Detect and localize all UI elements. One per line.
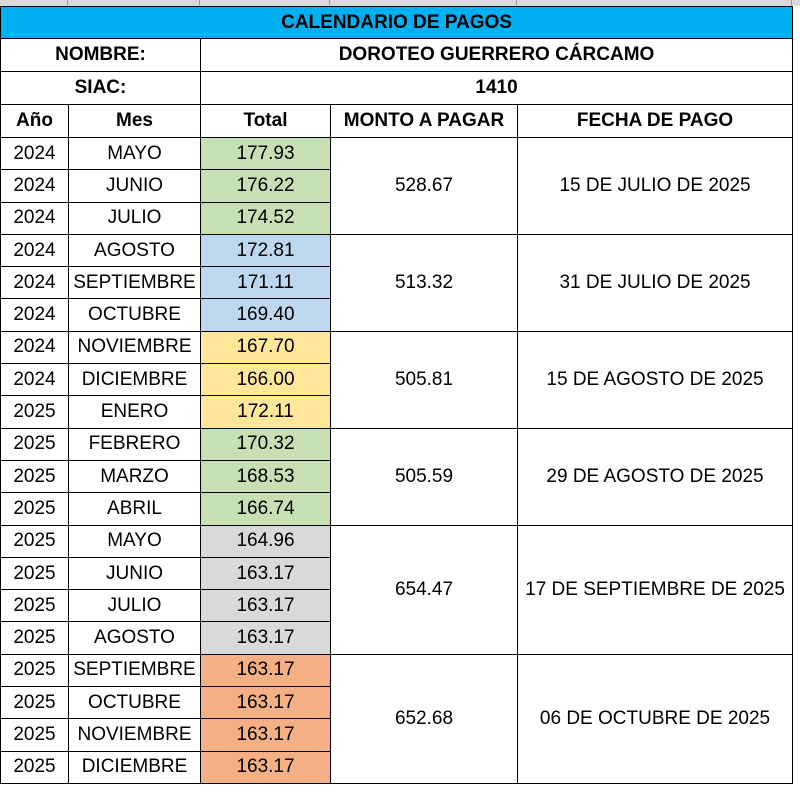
cell-monto[interactable]: 652.68 (330, 653, 518, 784)
cell-anio[interactable]: 2024 (0, 298, 69, 332)
cell-total[interactable]: 166.74 (200, 492, 331, 526)
cell-monto[interactable]: 505.81 (330, 330, 518, 429)
cell-anio[interactable]: 2024 (0, 233, 69, 268)
cell-fecha[interactable]: 31 DE JULIO DE 2025 (516, 233, 794, 332)
header-fecha[interactable]: FECHA DE PAGO (516, 104, 794, 138)
cell-monto[interactable]: 513.32 (330, 233, 518, 332)
cell-anio[interactable]: 2025 (0, 589, 69, 623)
cell-mes[interactable]: ENERO (68, 395, 201, 429)
cell-total[interactable]: 164.96 (200, 524, 331, 558)
cell-fecha[interactable]: 15 DE JULIO DE 2025 (516, 137, 794, 235)
cell-total[interactable]: 171.11 (200, 266, 331, 300)
cell-total[interactable]: 168.53 (200, 459, 331, 494)
header-mes[interactable]: Mes (68, 104, 201, 138)
cell-mes[interactable]: SEPTIEMBRE (68, 266, 201, 300)
nombre-value[interactable]: DOROTEO GUERRERO CÁRCAMO (199, 38, 794, 72)
cell-total[interactable]: 177.93 (200, 136, 331, 171)
cell-fecha[interactable]: 17 DE SEPTIEMBRE DE 2025 (516, 524, 794, 655)
cell-fecha[interactable]: 06 DE OCTUBRE DE 2025 (516, 653, 794, 784)
column-header-strip (0, 0, 800, 6)
cell-total[interactable]: 166.00 (200, 363, 331, 397)
cell-anio[interactable]: 2024 (0, 330, 69, 365)
cell-mes[interactable]: MAYO (68, 524, 201, 558)
cell-mes[interactable]: JULIO (68, 589, 201, 623)
sheet-title[interactable]: CALENDARIO DE PAGOS (0, 6, 794, 39)
cell-monto[interactable]: 505.59 (330, 427, 518, 526)
cell-anio[interactable]: 2025 (0, 459, 69, 494)
cell-mes[interactable]: JUNIO (68, 556, 201, 591)
cell-mes[interactable]: NOVIEMBRE (68, 718, 201, 752)
cell-anio[interactable]: 2024 (0, 169, 69, 203)
nombre-label[interactable]: NOMBRE: (0, 38, 201, 72)
cell-total[interactable]: 163.17 (200, 750, 331, 784)
cell-total[interactable]: 163.17 (200, 556, 331, 591)
siac-label[interactable]: SIAC: (0, 71, 201, 105)
cell-anio[interactable]: 2025 (0, 750, 69, 784)
cell-mes[interactable]: SEPTIEMBRE (68, 653, 201, 688)
cell-total[interactable]: 163.17 (200, 686, 331, 720)
cell-mes[interactable]: JULIO (68, 201, 201, 235)
cell-anio[interactable]: 2025 (0, 492, 69, 526)
cell-total[interactable]: 176.22 (200, 169, 331, 203)
cell-anio[interactable]: 2025 (0, 556, 69, 591)
cell-total[interactable]: 163.17 (200, 589, 331, 623)
cell-fecha[interactable]: 15 DE AGOSTO DE 2025 (516, 330, 794, 429)
cell-mes[interactable]: MARZO (68, 459, 201, 494)
cell-anio[interactable]: 2025 (0, 653, 69, 688)
cell-anio[interactable]: 2025 (0, 621, 69, 655)
cell-anio[interactable]: 2025 (0, 686, 69, 720)
cell-total[interactable]: 163.17 (200, 718, 331, 752)
cell-anio[interactable]: 2025 (0, 395, 69, 429)
cell-mes[interactable]: AGOSTO (68, 621, 201, 655)
cell-total[interactable]: 172.11 (200, 395, 331, 429)
cell-total[interactable]: 163.17 (200, 621, 331, 655)
cell-mes[interactable]: ABRIL (68, 492, 201, 526)
siac-value[interactable]: 1410 (199, 71, 794, 105)
header-total[interactable]: Total (200, 104, 331, 138)
cell-mes[interactable]: NOVIEMBRE (68, 330, 201, 365)
cell-total[interactable]: 163.17 (200, 653, 331, 688)
cell-mes[interactable]: JUNIO (68, 169, 201, 203)
cell-mes[interactable]: DICIEMBRE (68, 363, 201, 397)
cell-total[interactable]: 172.81 (200, 233, 331, 268)
cell-mes[interactable]: OCTUBRE (68, 298, 201, 332)
cell-total[interactable]: 167.70 (200, 330, 331, 365)
cell-mes[interactable]: AGOSTO (68, 233, 201, 268)
cell-mes[interactable]: DICIEMBRE (68, 750, 201, 784)
cell-anio[interactable]: 2024 (0, 136, 69, 171)
cell-anio[interactable]: 2025 (0, 427, 69, 461)
cell-monto[interactable]: 528.67 (330, 137, 518, 235)
cell-total[interactable]: 170.32 (200, 427, 331, 461)
header-anio[interactable]: Año (0, 104, 69, 138)
cell-anio[interactable]: 2024 (0, 266, 69, 300)
cell-mes[interactable]: OCTUBRE (68, 686, 201, 720)
cell-anio[interactable]: 2024 (0, 201, 69, 235)
cell-mes[interactable]: MAYO (68, 136, 201, 171)
cell-anio[interactable]: 2024 (0, 363, 69, 397)
header-monto[interactable]: MONTO A PAGAR (330, 104, 518, 138)
cell-monto[interactable]: 654.47 (330, 524, 518, 655)
cell-mes[interactable]: FEBRERO (68, 427, 201, 461)
cell-anio[interactable]: 2025 (0, 718, 69, 752)
payment-calendar-table: CALENDARIO DE PAGOS NOMBRE: DOROTEO GUER… (0, 6, 794, 784)
cell-total[interactable]: 169.40 (200, 298, 331, 332)
cell-total[interactable]: 174.52 (200, 201, 331, 235)
cell-anio[interactable]: 2025 (0, 524, 69, 558)
cell-fecha[interactable]: 29 DE AGOSTO DE 2025 (516, 427, 794, 526)
